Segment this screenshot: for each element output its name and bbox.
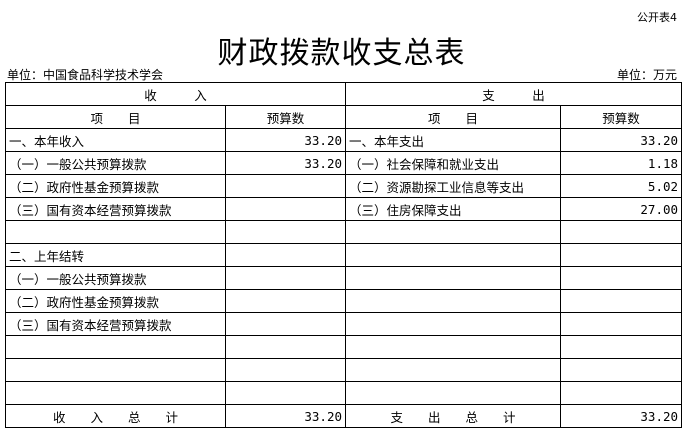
table-row [5,381,683,405]
expense-budget-cell [560,289,683,313]
expense-item-cell [345,266,562,290]
income-budget-cell [224,220,347,244]
table-row [5,358,683,382]
budget-table: 收 入 支 出 项 目 预算数 项 目 预算数 一、本年收入 33.20 一、本年支… [4,82,683,428]
income-budget-cell: 33.20 [224,151,347,175]
expense-total-value: 33.20 [560,404,683,428]
income-budget-cell [224,289,347,313]
table-row [5,335,683,359]
expense-budget-cell [560,335,683,359]
income-budget-cell [224,358,347,382]
table-row: （三）国有资本经营预算拨款 （三）住房保障支出 27.00 [5,197,683,221]
income-item-cell [5,381,226,405]
income-budget-cell [224,197,347,221]
page-title: 财政拨款收支总表 [217,36,466,71]
expense-item-cell [345,335,562,359]
expense-item-cell: （三）住房保障支出 [345,197,562,221]
expense-item-cell [345,358,562,382]
income-budget-cell [224,266,347,290]
expense-item-cell [345,289,562,313]
income-budget-cell [224,381,347,405]
expense-total-label: 支 出 总 计 [345,404,562,428]
expense-budget-cell: 33.20 [560,128,683,152]
form-code: 公开表4 [637,11,677,24]
income-item-header: 项 目 [5,105,226,129]
income-item-cell [5,220,226,244]
table-row: （二）政府性基金预算拨款 （二）资源勘探工业信息等支出 5.02 [5,174,683,198]
expense-item-cell [345,243,562,267]
expense-item-cell: （二）资源勘探工业信息等支出 [345,174,562,198]
expense-item-cell [345,312,562,336]
income-item-cell: （二）政府性基金预算拨款 [5,174,226,198]
table-row: （一）一般公共预算拨款 33.20 （一）社会保障和就业支出 1.18 [5,151,683,175]
unit-currency: 单位：万元 [616,68,677,82]
expense-budget-cell: 5.02 [560,174,683,198]
expense-budget-cell: 27.00 [560,197,683,221]
income-budget-cell [224,335,347,359]
table-row: 二、上年结转 [5,243,683,267]
income-budget-cell: 33.20 [224,128,347,152]
income-budget-cell [224,243,347,267]
expense-budget-cell: 1.18 [560,151,683,175]
income-item-cell: （一）一般公共预算拨款 [5,151,226,175]
section-header-row: 收 入 支 出 [4,82,683,106]
expense-header: 支 出 [345,82,683,106]
expense-item-cell: 一、本年支出 [345,128,562,152]
income-item-cell: （一）一般公共预算拨款 [5,266,226,290]
table-row: （二）政府性基金预算拨款 [5,289,683,313]
income-item-cell: （二）政府性基金预算拨款 [5,289,226,313]
table-row: （一）一般公共预算拨款 [5,266,683,290]
column-header-row: 项 目 预算数 项 目 预算数 [5,105,683,129]
expense-budget-cell [560,266,683,290]
table-row: 一、本年收入 33.20 一、本年支出 33.20 [5,128,683,152]
income-budget-header: 预算数 [224,105,347,129]
expense-budget-cell [560,312,683,336]
expense-budget-cell [560,243,683,267]
income-header: 收 入 [4,82,347,106]
expense-budget-cell [560,381,683,405]
expense-item-header: 项 目 [345,105,562,129]
expense-item-cell [345,381,562,405]
income-budget-cell [224,174,347,198]
expense-budget-header: 预算数 [560,105,683,129]
income-item-cell: 一、本年收入 [5,128,226,152]
income-total-value: 33.20 [224,404,347,428]
income-total-label: 收 入 总 计 [5,404,226,428]
expense-budget-cell [560,358,683,382]
income-item-cell: 二、上年结转 [5,243,226,267]
table-row [5,220,683,244]
income-item-cell [5,335,226,359]
expense-budget-cell [560,220,683,244]
table-row: （三）国有资本经营预算拨款 [5,312,683,336]
income-item-cell: （三）国有资本经营预算拨款 [5,312,226,336]
totals-row: 收 入 总 计 33.20 支 出 总 计 33.20 [5,404,683,428]
unit-organization: 单位：中国食品科学技术学会 [7,68,164,82]
income-item-cell: （三）国有资本经营预算拨款 [5,197,226,221]
expense-item-cell [345,220,562,244]
expense-item-cell: （一）社会保障和就业支出 [345,151,562,175]
income-budget-cell [224,312,347,336]
income-item-cell [5,358,226,382]
